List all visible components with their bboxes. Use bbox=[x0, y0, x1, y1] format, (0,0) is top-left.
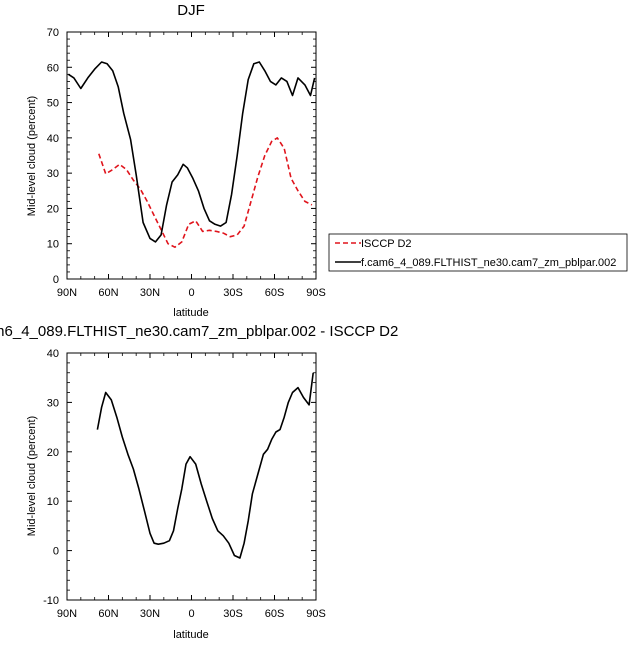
y-tick-label: 40 bbox=[47, 133, 59, 145]
x-tick-label: 60N bbox=[98, 608, 118, 620]
x-tick-label: 30N bbox=[140, 287, 160, 299]
y-tick-label: 60 bbox=[47, 62, 59, 74]
x-tick-label: 0 bbox=[188, 608, 194, 620]
x-tick-label: 90S bbox=[306, 608, 326, 620]
y-tick-label: 40 bbox=[47, 348, 59, 360]
x-tick-label: 30S bbox=[223, 608, 243, 620]
legend-label-cam: f.cam6_4_089.FLTHIST_ne30.cam7_zm_pblpar… bbox=[361, 257, 616, 269]
y-tick-label: 50 bbox=[47, 98, 59, 110]
x-tick-label: 60S bbox=[265, 287, 285, 299]
y-tick-label: 70 bbox=[47, 27, 59, 39]
x-tick-label: 30S bbox=[223, 287, 243, 299]
series-line-1-2 bbox=[67, 61, 316, 243]
y-axis-label: Mid-level cloud (percent) bbox=[26, 416, 38, 536]
legend: ISCCP D2 f.cam6_4_089.FLTHIST_ne30.cam7_… bbox=[328, 233, 628, 272]
plot-frame bbox=[66, 31, 317, 280]
chart-title: DJF bbox=[177, 2, 205, 19]
y-tick-label: -10 bbox=[43, 595, 59, 607]
y-tick-label: 0 bbox=[53, 274, 59, 286]
legend-box bbox=[328, 233, 628, 272]
y-tick-label: 30 bbox=[47, 397, 59, 409]
panel-top: DJF Mid-level cloud (percent) latitude 0… bbox=[26, 2, 628, 319]
y-axis-label: Mid-level cloud (percent) bbox=[26, 96, 38, 216]
x-axis-label: latitude bbox=[173, 307, 208, 319]
panel-bottom: am6_4_089.FLTHIST_ne30.cam7_zm_pblpar.00… bbox=[0, 323, 398, 641]
x-tick-label: 90S bbox=[306, 287, 326, 299]
y-tick-label: 20 bbox=[47, 447, 59, 459]
x-axis-label: latitude bbox=[173, 629, 208, 641]
series-line-2-1 bbox=[96, 372, 314, 559]
legend-label-isccp: ISCCP D2 bbox=[361, 238, 412, 250]
plot-frame bbox=[66, 352, 317, 601]
x-tick-label: 60S bbox=[265, 608, 285, 620]
x-tick-label: 90N bbox=[57, 608, 77, 620]
y-tick-label: 0 bbox=[53, 546, 59, 558]
series-line-1-1 bbox=[98, 137, 313, 248]
x-tick-label: 90N bbox=[57, 287, 77, 299]
x-tick-label: 0 bbox=[188, 287, 194, 299]
y-tick-label: 20 bbox=[47, 203, 59, 215]
y-tick-label: 10 bbox=[47, 496, 59, 508]
chart-title: am6_4_089.FLTHIST_ne30.cam7_zm_pblpar.00… bbox=[0, 323, 398, 340]
x-tick-label: 60N bbox=[98, 287, 118, 299]
x-tick-label: 30N bbox=[140, 608, 160, 620]
y-tick-label: 10 bbox=[47, 239, 59, 251]
y-tick-label: 30 bbox=[47, 168, 59, 180]
